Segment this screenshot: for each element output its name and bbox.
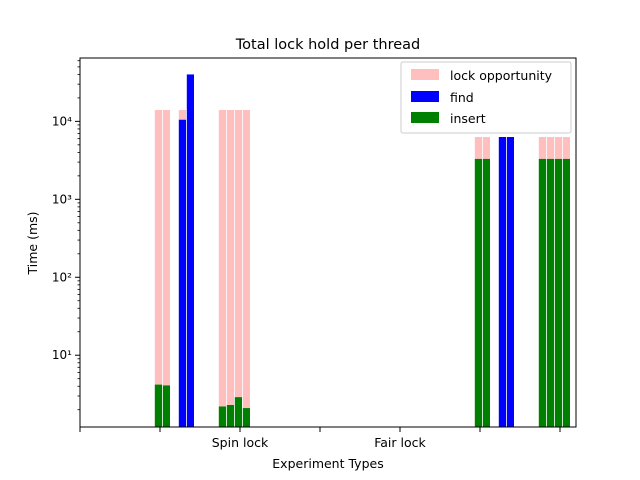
legend-box <box>400 61 572 134</box>
x-tick-label-2: Spin lock <box>212 435 269 450</box>
bar-lock-opportunity-12 <box>538 137 546 159</box>
bar-lock-opportunity-4 <box>218 109 226 407</box>
bar-lock-opportunity-14 <box>554 137 562 159</box>
bar-insert-8 <box>474 158 482 427</box>
bar-insert-7 <box>242 408 250 427</box>
chart-title: Total lock hold per thread <box>235 37 420 53</box>
bar-insert-14 <box>554 158 562 427</box>
bar-lock-opportunity-15 <box>562 137 570 159</box>
bar-lock-opportunity-5 <box>226 109 234 405</box>
y-axis-label: Time (ms) <box>25 211 40 275</box>
bar-insert-15 <box>562 158 570 427</box>
plot-frame <box>79 57 577 428</box>
legend: lock opportunity find insert <box>400 61 572 134</box>
legend-label-find: find <box>450 90 474 105</box>
x-axis-label: Experiment Types <box>272 456 383 471</box>
legend-swatch-find <box>411 91 439 102</box>
bar-lock-opportunity-13 <box>546 137 554 159</box>
x-tick-label-4: Fair lock <box>374 435 426 450</box>
bar-insert-6 <box>234 397 242 427</box>
bar-insert-9 <box>482 158 490 427</box>
bar-find-10 <box>498 137 506 427</box>
bar-find-3 <box>186 74 194 427</box>
bar-insert-12 <box>538 158 546 427</box>
bar-insert-5 <box>226 404 234 427</box>
bar-lock-opportunity-9 <box>482 137 490 159</box>
bar-lock-opportunity-1 <box>162 109 170 386</box>
y-tick-label-3: 10⁴ <box>52 114 72 128</box>
bar-lock-opportunity-2 <box>178 109 186 120</box>
bar-insert-1 <box>162 385 170 427</box>
legend-label-insert: insert <box>450 111 486 126</box>
y-tick-label-0: 10¹ <box>52 348 72 362</box>
bar-lock-opportunity-6 <box>234 109 242 398</box>
y-tick-label-2: 10³ <box>52 192 72 206</box>
bar-lock-opportunity-8 <box>474 137 482 159</box>
bar-find-11 <box>506 137 514 427</box>
bars-layer <box>154 74 570 427</box>
bar-insert-13 <box>546 158 554 427</box>
bar-insert-0 <box>154 384 162 427</box>
x-ticks: Spin lock Fair lock <box>79 427 561 450</box>
bar-insert-4 <box>218 406 226 427</box>
y-tick-label-1: 10² <box>52 270 72 284</box>
bar-find-2 <box>178 119 186 427</box>
bar-lock-opportunity-0 <box>154 109 162 385</box>
legend-swatch-lock-opportunity <box>411 69 439 80</box>
legend-swatch-insert <box>411 112 439 123</box>
y-ticks: 10¹ 10² 10³ 10⁴ <box>52 60 80 411</box>
bar-lock-opportunity-7 <box>242 109 250 409</box>
legend-label-lock-opportunity: lock opportunity <box>450 68 553 83</box>
